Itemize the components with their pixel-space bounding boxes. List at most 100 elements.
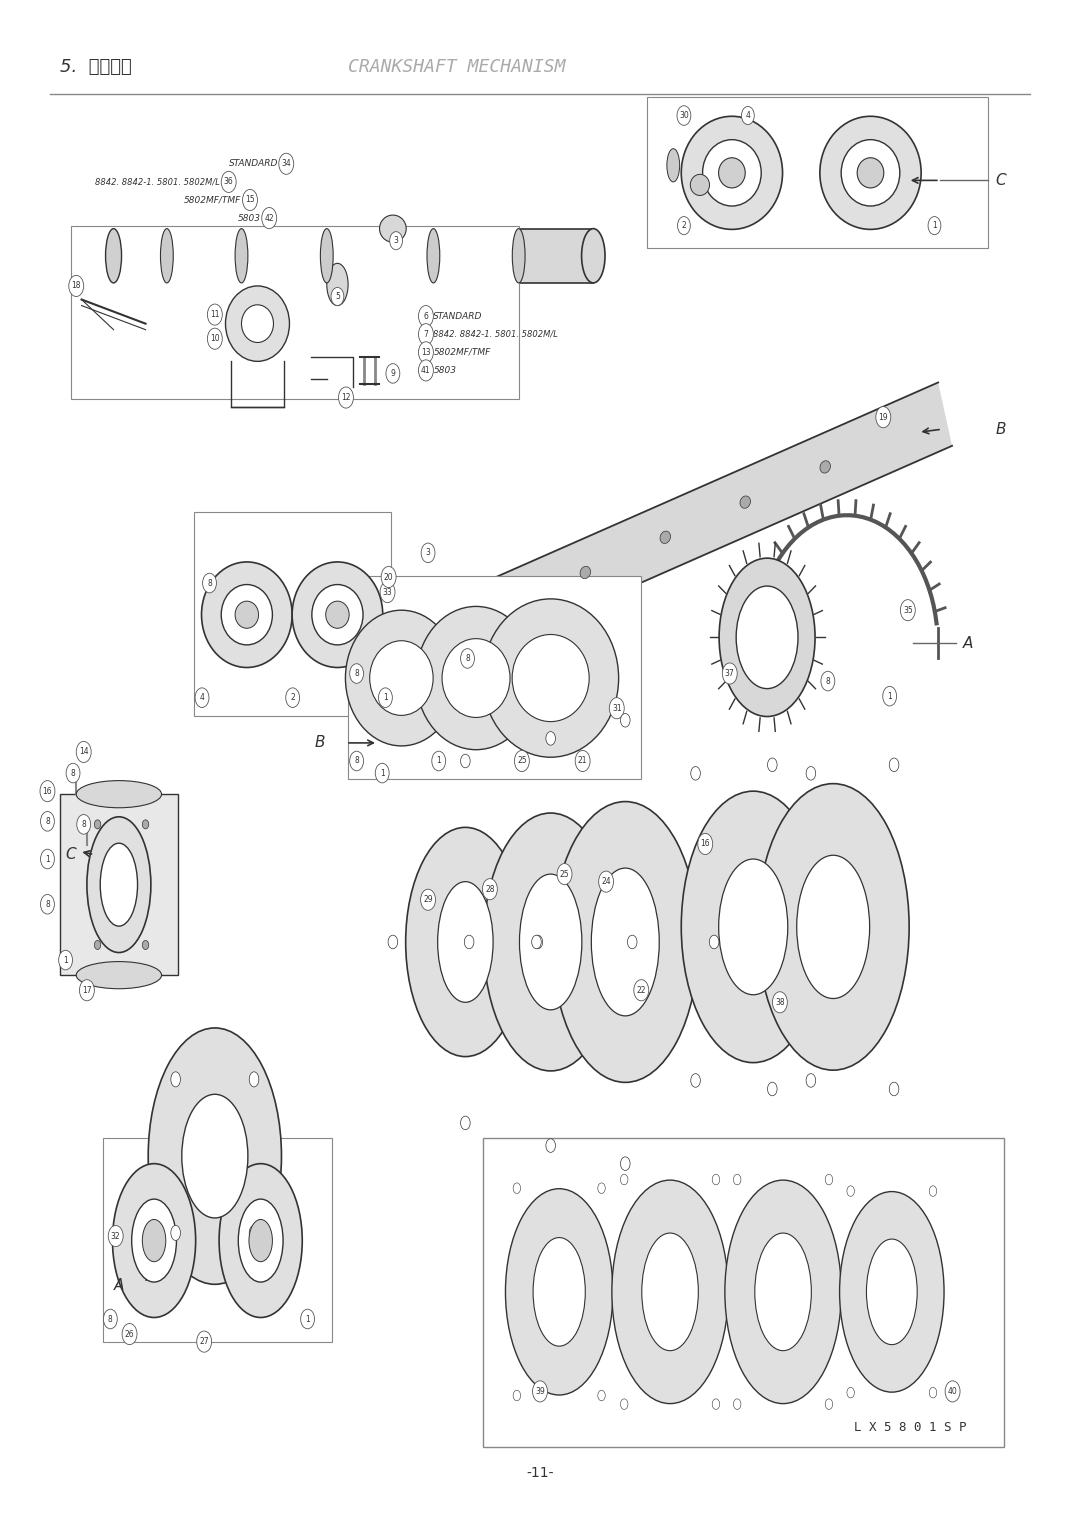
- Circle shape: [41, 811, 54, 831]
- Text: 9: 9: [391, 368, 395, 377]
- Text: B: B: [996, 422, 1005, 437]
- Circle shape: [677, 105, 691, 125]
- Circle shape: [576, 750, 590, 772]
- Circle shape: [882, 686, 896, 706]
- Circle shape: [598, 871, 613, 892]
- Circle shape: [338, 387, 353, 408]
- Ellipse shape: [292, 562, 382, 668]
- Text: 8: 8: [465, 654, 470, 664]
- Text: 1: 1: [932, 221, 936, 230]
- Text: 4: 4: [200, 693, 204, 702]
- Circle shape: [286, 688, 299, 708]
- Text: 8: 8: [45, 817, 50, 826]
- Ellipse shape: [740, 496, 751, 508]
- Ellipse shape: [733, 1175, 741, 1184]
- Text: 30: 30: [679, 111, 689, 120]
- Ellipse shape: [484, 813, 618, 1071]
- Circle shape: [876, 406, 891, 428]
- Text: 8: 8: [207, 578, 212, 587]
- Ellipse shape: [460, 1116, 470, 1129]
- Bar: [193, 513, 391, 715]
- Ellipse shape: [100, 843, 137, 927]
- Ellipse shape: [712, 1399, 719, 1409]
- Ellipse shape: [691, 767, 700, 781]
- Ellipse shape: [710, 935, 719, 948]
- Ellipse shape: [621, 1399, 627, 1409]
- Text: 36: 36: [224, 178, 233, 186]
- Bar: [71, 225, 518, 399]
- Circle shape: [609, 697, 624, 718]
- Ellipse shape: [106, 228, 122, 283]
- Circle shape: [821, 671, 835, 691]
- Ellipse shape: [513, 1390, 521, 1400]
- Ellipse shape: [77, 781, 162, 808]
- Text: 33: 33: [382, 587, 392, 597]
- Text: 1: 1: [306, 1315, 310, 1324]
- Text: 5803: 5803: [238, 213, 260, 222]
- Text: 8: 8: [354, 756, 359, 766]
- Text: 2: 2: [291, 693, 295, 702]
- Ellipse shape: [820, 461, 831, 473]
- Ellipse shape: [171, 1071, 180, 1087]
- Text: STANDARD: STANDARD: [433, 312, 483, 321]
- Ellipse shape: [427, 228, 440, 283]
- Text: 16: 16: [42, 787, 52, 796]
- Circle shape: [432, 752, 446, 770]
- Circle shape: [108, 1225, 123, 1247]
- Text: 16: 16: [701, 840, 710, 848]
- Ellipse shape: [94, 820, 100, 829]
- Text: 27: 27: [200, 1338, 210, 1345]
- Ellipse shape: [666, 149, 679, 183]
- Text: 13: 13: [421, 349, 431, 356]
- Text: 34: 34: [282, 160, 292, 169]
- Ellipse shape: [621, 1175, 627, 1184]
- Ellipse shape: [77, 962, 162, 989]
- Circle shape: [380, 581, 395, 603]
- Ellipse shape: [797, 855, 869, 998]
- Ellipse shape: [718, 858, 787, 995]
- Text: 12: 12: [341, 393, 351, 402]
- Ellipse shape: [437, 881, 494, 1003]
- Circle shape: [742, 107, 754, 125]
- Text: 2: 2: [681, 221, 686, 230]
- Ellipse shape: [464, 935, 474, 948]
- Circle shape: [77, 814, 91, 834]
- Ellipse shape: [612, 1180, 728, 1403]
- Circle shape: [66, 763, 80, 782]
- Text: 1: 1: [383, 693, 388, 702]
- Text: 8: 8: [81, 820, 86, 829]
- Ellipse shape: [712, 1175, 719, 1184]
- Ellipse shape: [768, 758, 778, 772]
- Ellipse shape: [681, 791, 825, 1062]
- Ellipse shape: [755, 1233, 811, 1350]
- Text: 20: 20: [383, 572, 393, 581]
- Bar: [60, 794, 177, 976]
- Circle shape: [350, 664, 364, 683]
- Bar: [647, 97, 988, 248]
- Circle shape: [207, 329, 222, 349]
- Text: 8: 8: [354, 670, 359, 677]
- Text: 39: 39: [535, 1387, 545, 1396]
- Circle shape: [557, 863, 572, 884]
- Text: 10: 10: [210, 335, 219, 344]
- Text: 1: 1: [64, 956, 68, 965]
- Text: 6: 6: [423, 312, 429, 321]
- Ellipse shape: [143, 1219, 166, 1262]
- Ellipse shape: [621, 714, 630, 728]
- Circle shape: [197, 1332, 212, 1352]
- Text: A: A: [113, 1278, 124, 1294]
- Circle shape: [386, 364, 400, 384]
- Ellipse shape: [94, 941, 100, 950]
- Ellipse shape: [847, 1186, 854, 1196]
- Ellipse shape: [725, 1180, 841, 1403]
- Text: 22: 22: [636, 986, 646, 995]
- Ellipse shape: [929, 1186, 936, 1196]
- Ellipse shape: [929, 1388, 936, 1397]
- Text: 5802MF/TMF: 5802MF/TMF: [433, 349, 490, 356]
- Circle shape: [483, 878, 498, 900]
- Circle shape: [420, 889, 435, 910]
- Ellipse shape: [181, 1094, 248, 1218]
- Text: 31: 31: [612, 703, 622, 712]
- Circle shape: [375, 763, 389, 782]
- Text: 7: 7: [423, 330, 429, 339]
